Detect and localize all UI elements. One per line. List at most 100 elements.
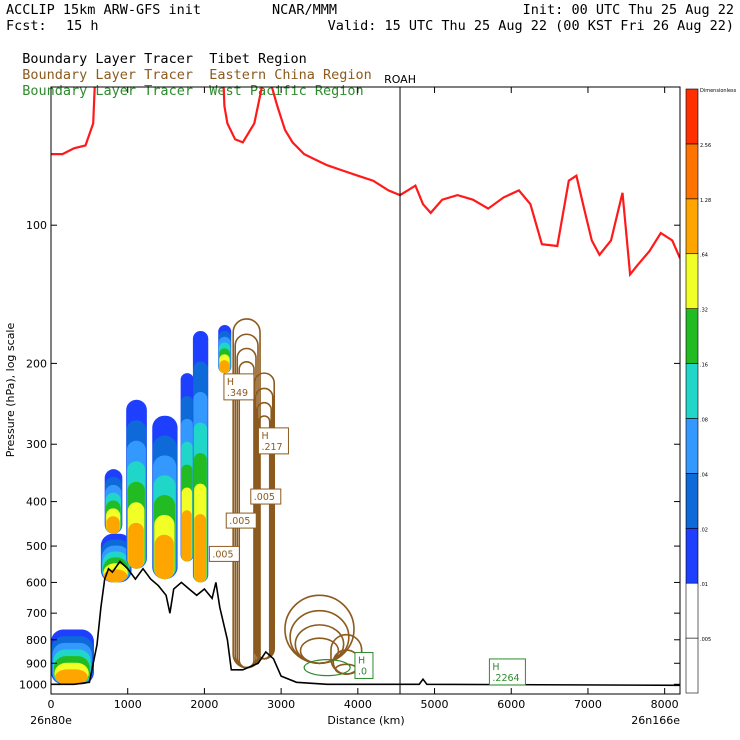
- model-title: ACCLIP 15km ARW-GFS init: [6, 2, 202, 18]
- plot-frame: [50, 86, 681, 695]
- colorbar-label: .64: [700, 253, 708, 259]
- colorbar-swatch: [685, 253, 699, 309]
- x-tick-label: 1000: [114, 698, 142, 711]
- fcst-value: 15 h: [66, 18, 99, 34]
- annotation-text: H: [261, 431, 268, 442]
- contour-annotation: .005: [250, 488, 282, 505]
- annotation-text: .217: [261, 442, 282, 453]
- y-tick-label: 700: [26, 607, 47, 620]
- annotation-text: .2264: [492, 673, 519, 684]
- legend-var: Boundary Layer Tracer: [22, 51, 193, 67]
- tibet-tracer-shading: [51, 325, 232, 685]
- x-tick-label: 3000: [267, 698, 295, 711]
- contour-annotation: H.2264: [488, 658, 526, 686]
- annotation-text: .005: [212, 549, 233, 560]
- tracer-shade-plume-4: [154, 534, 174, 580]
- colorbar: .005 .01 .02 .04 .08 .16 .32 .64 1.28 2.56 Dimensi…: [685, 88, 737, 694]
- colorbar-label: Dimensionless: [700, 88, 737, 94]
- annotation-text: H: [227, 377, 234, 388]
- colorbar-label: .32: [700, 308, 708, 314]
- annotation-box: [354, 651, 374, 679]
- x-tick-label: 7000: [574, 698, 602, 711]
- annotation-text: H: [358, 655, 365, 666]
- y-tick-label: 300: [26, 438, 47, 451]
- fcst-label: Fcst:: [6, 18, 47, 34]
- annotation-box: [257, 427, 289, 455]
- contour-annotation: H.349: [223, 373, 255, 401]
- colorbar-label: 1.28: [700, 198, 711, 204]
- y-tick-label: 600: [26, 576, 47, 589]
- colorbar-label: .08: [700, 417, 708, 423]
- west-pacific-contours: [303, 659, 351, 677]
- left-endpoint-label: 26n80e: [30, 714, 72, 727]
- legend-region: Tibet Region: [209, 51, 307, 67]
- x-tick-label: 2000: [190, 698, 218, 711]
- colorbar-label: .02: [700, 527, 708, 533]
- legend-var: Boundary Layer Tracer: [22, 67, 193, 83]
- annotation-text: .005: [229, 516, 250, 527]
- legend-entry-eastern-china: Boundary Layer Tracer Eastern China Regi…: [6, 51, 372, 83]
- tracer-shade-plume-3: [128, 522, 144, 569]
- contour-annotation: H.0: [354, 651, 374, 679]
- annotation-text: .005: [254, 492, 275, 503]
- y-tick-label: 200: [26, 357, 47, 370]
- valid-time: Valid: 15 UTC Thu 25 Aug 22 (00 KST Fri …: [327, 18, 734, 34]
- tropopause-line: [51, 87, 680, 278]
- tracer-shade-plume-0: [55, 669, 88, 685]
- annotation-box: [208, 545, 240, 562]
- colorbar-label: .005: [700, 637, 711, 643]
- x-tick-label: 8000: [651, 698, 679, 711]
- colorbar-swatch: [685, 527, 699, 584]
- annotation-box: [223, 373, 255, 401]
- contour-annotation: .005: [208, 545, 240, 562]
- colorbar-swatch: [685, 143, 699, 200]
- colorbar-swatch: [685, 637, 699, 694]
- roah-marker-label: ROAH: [384, 73, 416, 86]
- tracer-shade-plume-6: [194, 514, 207, 583]
- annotation-text: .349: [227, 388, 248, 399]
- colorbar-swatch: [685, 473, 699, 529]
- legend-region: Eastern China Region: [209, 67, 372, 83]
- colorbar-swatch: [685, 582, 699, 639]
- y-axis-label: Pressure (hPa), log scale: [4, 323, 17, 458]
- legend-entry-tibet: Boundary Layer Tracer Tibet Region: [6, 35, 307, 67]
- colorbar-label: .04: [700, 472, 708, 478]
- x-tick-label: 6000: [497, 698, 525, 711]
- colorbar-label: .01: [700, 582, 708, 588]
- y-tick-label: 900: [26, 657, 47, 670]
- colorbar-swatch: [685, 418, 699, 474]
- tracer-shade-plume-7: [219, 360, 230, 374]
- colorbar-swatch: [685, 88, 699, 145]
- tracer-shade-plume-2: [106, 516, 120, 534]
- x-tick-label: 5000: [421, 698, 449, 711]
- y-tick-label: 800: [26, 634, 47, 647]
- center-label: NCAR/MMM: [272, 2, 338, 18]
- eastern-china-contour: [299, 637, 340, 665]
- colorbar-label: .16: [700, 363, 708, 369]
- eastern-china-contour: [257, 415, 271, 660]
- colorbar-label: 2.56: [700, 143, 711, 149]
- profile-lines: [51, 87, 680, 694]
- init-time: Init: 00 UTC Thu 25 Aug 22: [522, 2, 734, 18]
- colorbar-swatch: [685, 198, 699, 255]
- annotation-box: [225, 512, 257, 529]
- x-tick-label: 4000: [344, 698, 372, 711]
- terrain-line: [51, 560, 680, 687]
- annotation-box: [488, 658, 526, 686]
- annotation-box: [250, 488, 282, 505]
- tracer-shade-plume-1: [103, 569, 128, 583]
- right-endpoint-label: 26n166e: [631, 714, 680, 727]
- x-axis-label: Distance (km): [327, 714, 404, 727]
- west-pacific-contour: [303, 659, 351, 677]
- annotation-text: .0: [358, 666, 367, 677]
- y-tick-label: 100: [26, 219, 47, 232]
- y-tick-label: 500: [26, 540, 47, 553]
- contour-annotation: H.217: [257, 427, 289, 455]
- x-tick-label: 0: [48, 698, 55, 711]
- annotation-text: H: [492, 662, 499, 673]
- colorbar-swatch: [685, 363, 699, 419]
- contour-annotation: .005: [225, 512, 257, 529]
- tracer-shade-plume-5: [181, 510, 192, 562]
